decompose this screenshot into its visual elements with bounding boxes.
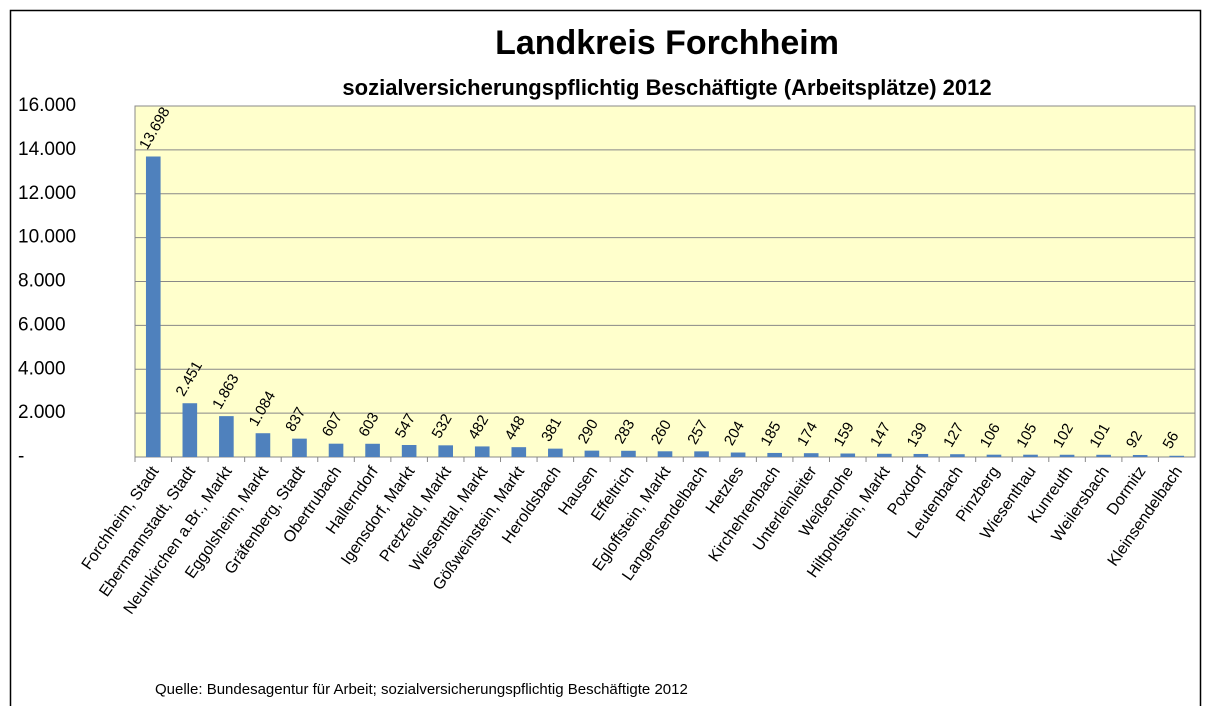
y-tick-label: 4.000 (18, 358, 66, 379)
y-tick-label: 2.000 (18, 402, 66, 423)
bar (292, 438, 307, 457)
y-tick-label: 12.000 (18, 183, 76, 204)
y-tick-label: - (18, 446, 24, 467)
bar (219, 416, 234, 457)
bar (255, 433, 271, 457)
bar (438, 445, 453, 457)
bar (986, 454, 1002, 457)
bar (621, 450, 636, 457)
bar (840, 453, 856, 457)
bar (950, 454, 965, 457)
bar (803, 453, 819, 457)
bar (877, 453, 892, 457)
bar (548, 448, 563, 457)
bar (511, 447, 527, 457)
bar (767, 452, 782, 457)
value-label: 92 (1123, 428, 1146, 451)
y-tick-label: 16.000 (18, 95, 76, 116)
chart-title: Landkreis Forchheim (495, 24, 839, 62)
chart-subtitle: sozialversicherungspflichtig Beschäftigt… (342, 75, 991, 100)
bar (1096, 454, 1111, 457)
bar (365, 443, 380, 457)
bar (182, 403, 198, 457)
bar (1023, 454, 1038, 457)
frame (9, 9, 1202, 706)
y-tick-label: 10.000 (18, 227, 76, 248)
bar (474, 446, 490, 457)
bar (657, 451, 673, 457)
y-tick-label: 8.000 (18, 271, 66, 292)
bar (1059, 454, 1075, 457)
bar (584, 450, 600, 457)
y-tick-label: 6.000 (18, 314, 66, 335)
value-label: 56 (1159, 429, 1182, 452)
y-tick-label: 14.000 (18, 139, 76, 160)
bar (328, 443, 344, 457)
source-note: Quelle: Bundesagentur für Arbeit; sozial… (155, 681, 688, 698)
bar (401, 445, 417, 457)
bar (145, 156, 161, 457)
bar (913, 453, 929, 457)
bar (1169, 455, 1185, 457)
bar (1132, 454, 1148, 457)
bar (730, 452, 746, 457)
bar (694, 451, 709, 457)
